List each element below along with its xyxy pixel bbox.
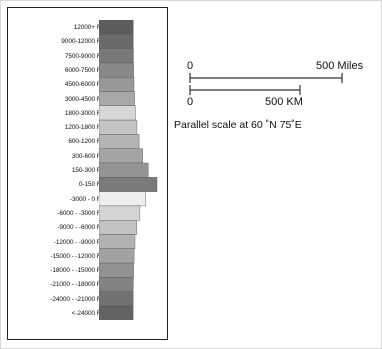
legend-band-label: 600-1200 Ft. [68, 138, 104, 146]
legend-band-label: 1800-3000 Ft. [64, 109, 104, 117]
legend-band-swatch [99, 234, 136, 250]
legend-band-label: -3000 - 0 Ft. [69, 195, 104, 203]
legend-band-label: 12000+ Ft. [73, 24, 104, 31]
legend-band-swatch [99, 162, 149, 178]
miles-scale-label: 500 Miles [316, 60, 364, 72]
legend-band-swatch [99, 134, 140, 149]
legend-band-label: 0-150 Ft. [78, 181, 104, 189]
scale-bar [189, 73, 343, 95]
legend-band-label: 300-600 Ft. [71, 152, 104, 160]
legend-band-label: -24000 - -21000 Ft. [50, 295, 104, 303]
legend-band-swatch [99, 248, 135, 264]
legend-band-label: -18000 - -15000 Ft. [50, 267, 104, 275]
legend-band-swatch [99, 119, 138, 135]
legend-band-label: -9000 - -6000 Ft. [57, 224, 104, 232]
legend-band-swatch [99, 148, 143, 164]
legend-band-swatch [99, 262, 134, 278]
legend-band-label: -15000 - -12000 Ft. [50, 252, 104, 260]
legend-band-label: -6000 - -3000 Ft. [57, 209, 104, 217]
legend-band-swatch [99, 34, 134, 49]
legend-band-swatch [99, 77, 135, 92]
legend-band-label: -21000 - -18000 Ft. [50, 281, 104, 289]
legend-band-swatch [99, 62, 134, 78]
legend-band-label: 1200-1800 Ft. [64, 124, 104, 132]
legend-band-swatch [99, 191, 146, 207]
legend-band-swatch [99, 305, 134, 320]
legend-band-label: 3000-4500 Ft. [64, 95, 104, 103]
legend-band-label: 7500-9000 Ft. [64, 52, 104, 60]
legend-band-label: 150-300 Ft. [71, 167, 104, 174]
legend-band-swatch [99, 177, 158, 192]
miles-zero-label: 0 [187, 60, 194, 72]
legend-band-swatch [99, 291, 134, 307]
legend-band-swatch [99, 48, 134, 64]
legend-band-swatch [99, 20, 134, 35]
elevation-swatches [99, 20, 158, 320]
legend-band-swatch [99, 277, 134, 292]
parallel-scale-note: Parallel scale at 60 ˚N 75˚E [174, 119, 302, 131]
legend-band-label: -12000 - -9000 Ft. [53, 238, 104, 246]
legend-band-swatch [99, 205, 141, 221]
legend-band-label: 9000-12000 Ft. [61, 38, 104, 46]
km-scale-label: 500 KM [265, 96, 303, 108]
km-zero-label: 0 [187, 96, 194, 108]
legend-band-label: 4500-6000 Ft. [64, 81, 104, 89]
legend-band-label: <-24000 Ft. [71, 310, 104, 317]
legend-band-swatch [99, 219, 137, 235]
legend-band-label: 6000-7500 Ft. [64, 66, 104, 74]
legend-band-swatch [99, 91, 135, 107]
legend-band-swatch [99, 105, 136, 121]
